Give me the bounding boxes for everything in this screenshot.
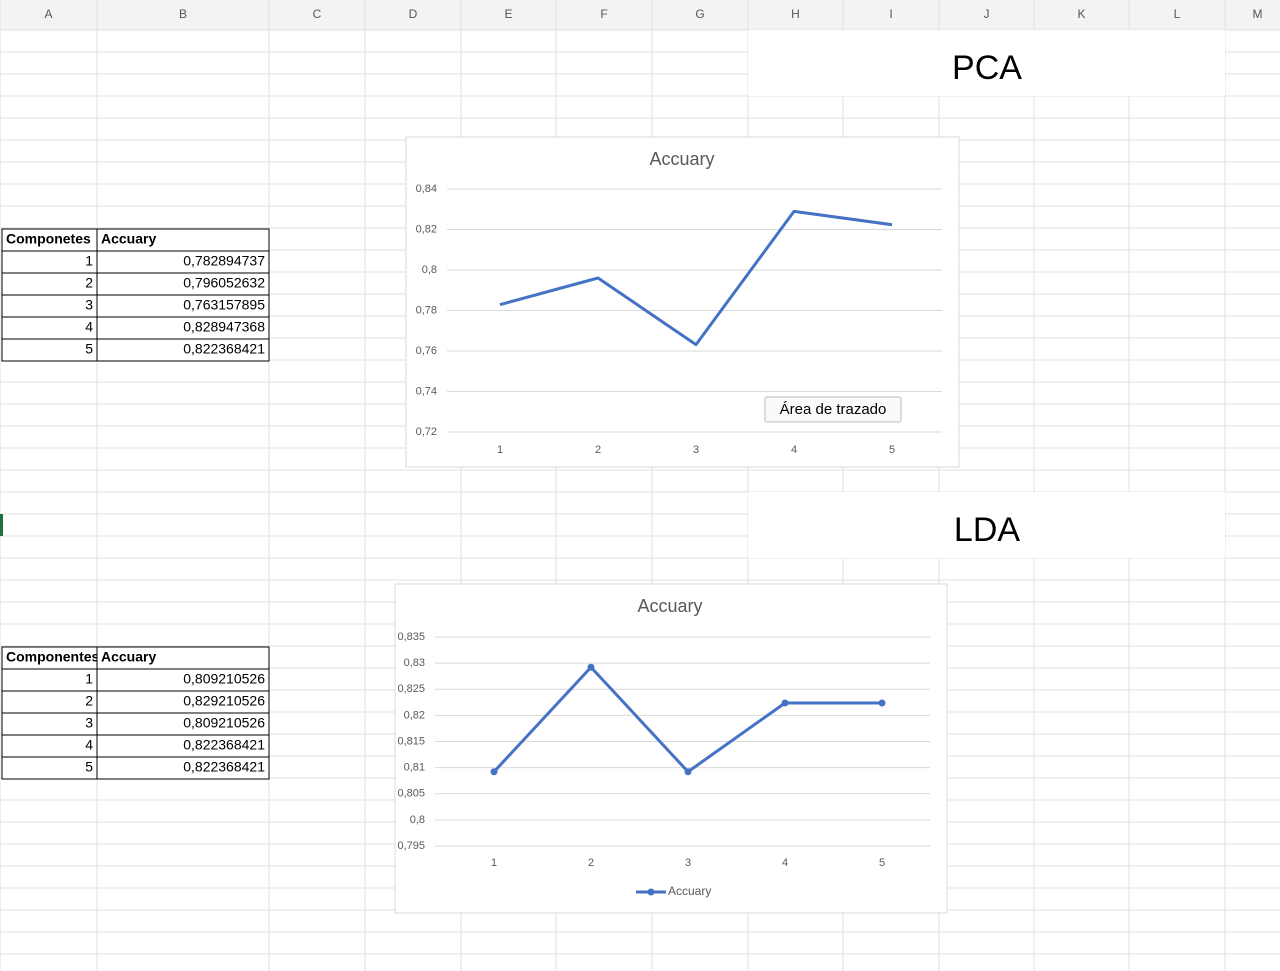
x-tick-label: 3 — [693, 444, 699, 456]
x-tick-label: 3 — [685, 857, 691, 869]
table-cell: 0,822368421 — [183, 737, 265, 753]
x-tick-label: 5 — [889, 444, 895, 456]
y-tick-label: 0,82 — [416, 223, 437, 235]
data-line — [499, 209, 893, 347]
y-tick-label: 0,83 — [404, 657, 425, 669]
y-tick-label: 0,72 — [416, 426, 437, 438]
tooltip-text: Área de trazado — [780, 401, 887, 418]
column-header[interactable]: J — [984, 7, 990, 21]
column-header[interactable]: C — [313, 7, 322, 21]
table-cell: 0,796052632 — [183, 275, 265, 291]
chart: Accuary 0,795 0,8 0,805 0,81 0,815 0,82 0,825 0,… — [394, 583, 948, 914]
y-tick-label: 0,825 — [397, 683, 425, 695]
table-cell: 2 — [85, 693, 93, 709]
x-tick-label: 2 — [588, 857, 594, 869]
y-tick-label: 0,805 — [397, 788, 425, 800]
y-tick-label: 0,835 — [397, 631, 425, 643]
label-box — [748, 30, 1225, 96]
table-cell: 0,782894737 — [183, 253, 265, 269]
table-cell: 4 — [85, 737, 93, 753]
column-header[interactable]: K — [1077, 7, 1085, 21]
column-header[interactable]: I — [889, 7, 892, 21]
chart-area — [394, 583, 948, 914]
chart-title: Accuary — [649, 149, 714, 169]
x-tick-label: 5 — [879, 857, 885, 869]
column-header[interactable]: F — [600, 7, 607, 21]
table-cell: 0,809210526 — [183, 671, 265, 687]
data-marker — [587, 663, 595, 671]
data-marker — [684, 768, 692, 776]
y-tick-label: 0,82 — [404, 709, 425, 721]
x-tick-label: 1 — [497, 444, 503, 456]
table-cell: 3 — [85, 715, 93, 731]
table-header: Componetes — [6, 231, 91, 247]
column-header[interactable]: G — [695, 7, 704, 21]
legend-marker — [647, 888, 655, 896]
row-indicator — [0, 514, 3, 536]
label-box — [748, 492, 1225, 558]
column-header[interactable]: E — [504, 7, 512, 21]
table-cell: 3 — [85, 297, 93, 313]
chart-title: Accuary — [637, 596, 702, 616]
table-cell: 1 — [85, 253, 93, 269]
data-marker — [781, 699, 789, 707]
table-header: Componentes — [6, 649, 100, 665]
table-cell: 0,829210526 — [183, 693, 265, 709]
x-tick-label: 4 — [791, 444, 797, 456]
data-marker — [490, 768, 498, 776]
data-marker — [878, 699, 886, 707]
table-cell: 0,822368421 — [183, 759, 265, 775]
column-header[interactable]: B — [179, 7, 187, 21]
table-header: Accuary — [101, 649, 156, 665]
y-tick-label: 0,8 — [422, 264, 437, 276]
x-tick-label: 2 — [595, 444, 601, 456]
table-cell: 4 — [85, 319, 93, 335]
column-header[interactable]: A — [44, 7, 52, 21]
y-tick-label: 0,795 — [397, 840, 425, 852]
column-header[interactable]: D — [409, 7, 418, 21]
table-cell: 0,809210526 — [183, 715, 265, 731]
x-tick-label: 1 — [491, 857, 497, 869]
table-cell: 2 — [85, 275, 93, 291]
column-header-bar — [0, 0, 1280, 30]
label-text: LDA — [954, 511, 1020, 549]
table-cell: 5 — [85, 341, 93, 357]
table-cell: 0,822368421 — [183, 341, 265, 357]
legend-label: Accuary — [668, 884, 711, 898]
column-header[interactable]: H — [791, 7, 800, 21]
table-cell: 0,828947368 — [183, 319, 265, 335]
label-text: PCA — [952, 49, 1022, 87]
y-tick-label: 0,74 — [416, 385, 437, 397]
y-tick-label: 0,84 — [416, 183, 437, 195]
column-header[interactable]: L — [1174, 7, 1181, 21]
table-header: Accuary — [101, 231, 156, 247]
y-tick-label: 0,78 — [416, 304, 437, 316]
tooltip-box — [764, 396, 902, 423]
y-tick-label: 0,815 — [397, 735, 425, 747]
x-tick-label: 4 — [782, 857, 788, 869]
y-tick-label: 0,76 — [416, 345, 437, 357]
y-tick-label: 0,81 — [404, 762, 425, 774]
table-cell: 0,763157895 — [183, 297, 265, 313]
table-cell: 5 — [85, 759, 93, 775]
y-tick-label: 0,8 — [410, 814, 425, 826]
table-cell: 1 — [85, 671, 93, 687]
column-header[interactable]: M — [1253, 7, 1263, 21]
